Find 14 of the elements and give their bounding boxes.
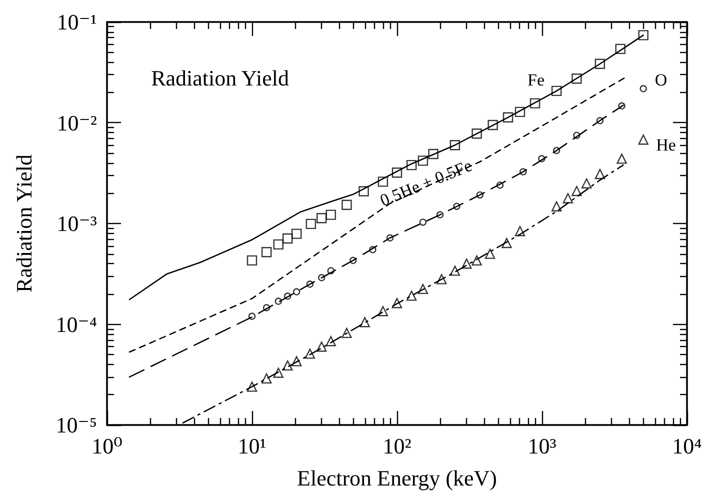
y-tick-label: 10⁻² — [56, 110, 98, 136]
annotation: Fe — [528, 70, 544, 90]
y-tick-label: 10⁻³ — [56, 211, 98, 236]
annotation: O — [654, 70, 668, 90]
x-axis-title: Electron Energy (keV) — [297, 466, 497, 490]
x-tick-label: 10² — [382, 434, 412, 458]
annotation: He — [656, 136, 676, 154]
annotation: Radiation Yield — [151, 66, 289, 90]
x-tick-label: 10⁴ — [672, 434, 702, 458]
x-tick-label: 10³ — [528, 434, 557, 458]
x-tick-label: 10¹ — [238, 434, 266, 458]
y-tick-label: 10⁻¹ — [56, 10, 97, 34]
y-axis-title: Radiation Yield — [12, 154, 36, 292]
y-tick-label: 10⁻⁴ — [56, 312, 98, 337]
